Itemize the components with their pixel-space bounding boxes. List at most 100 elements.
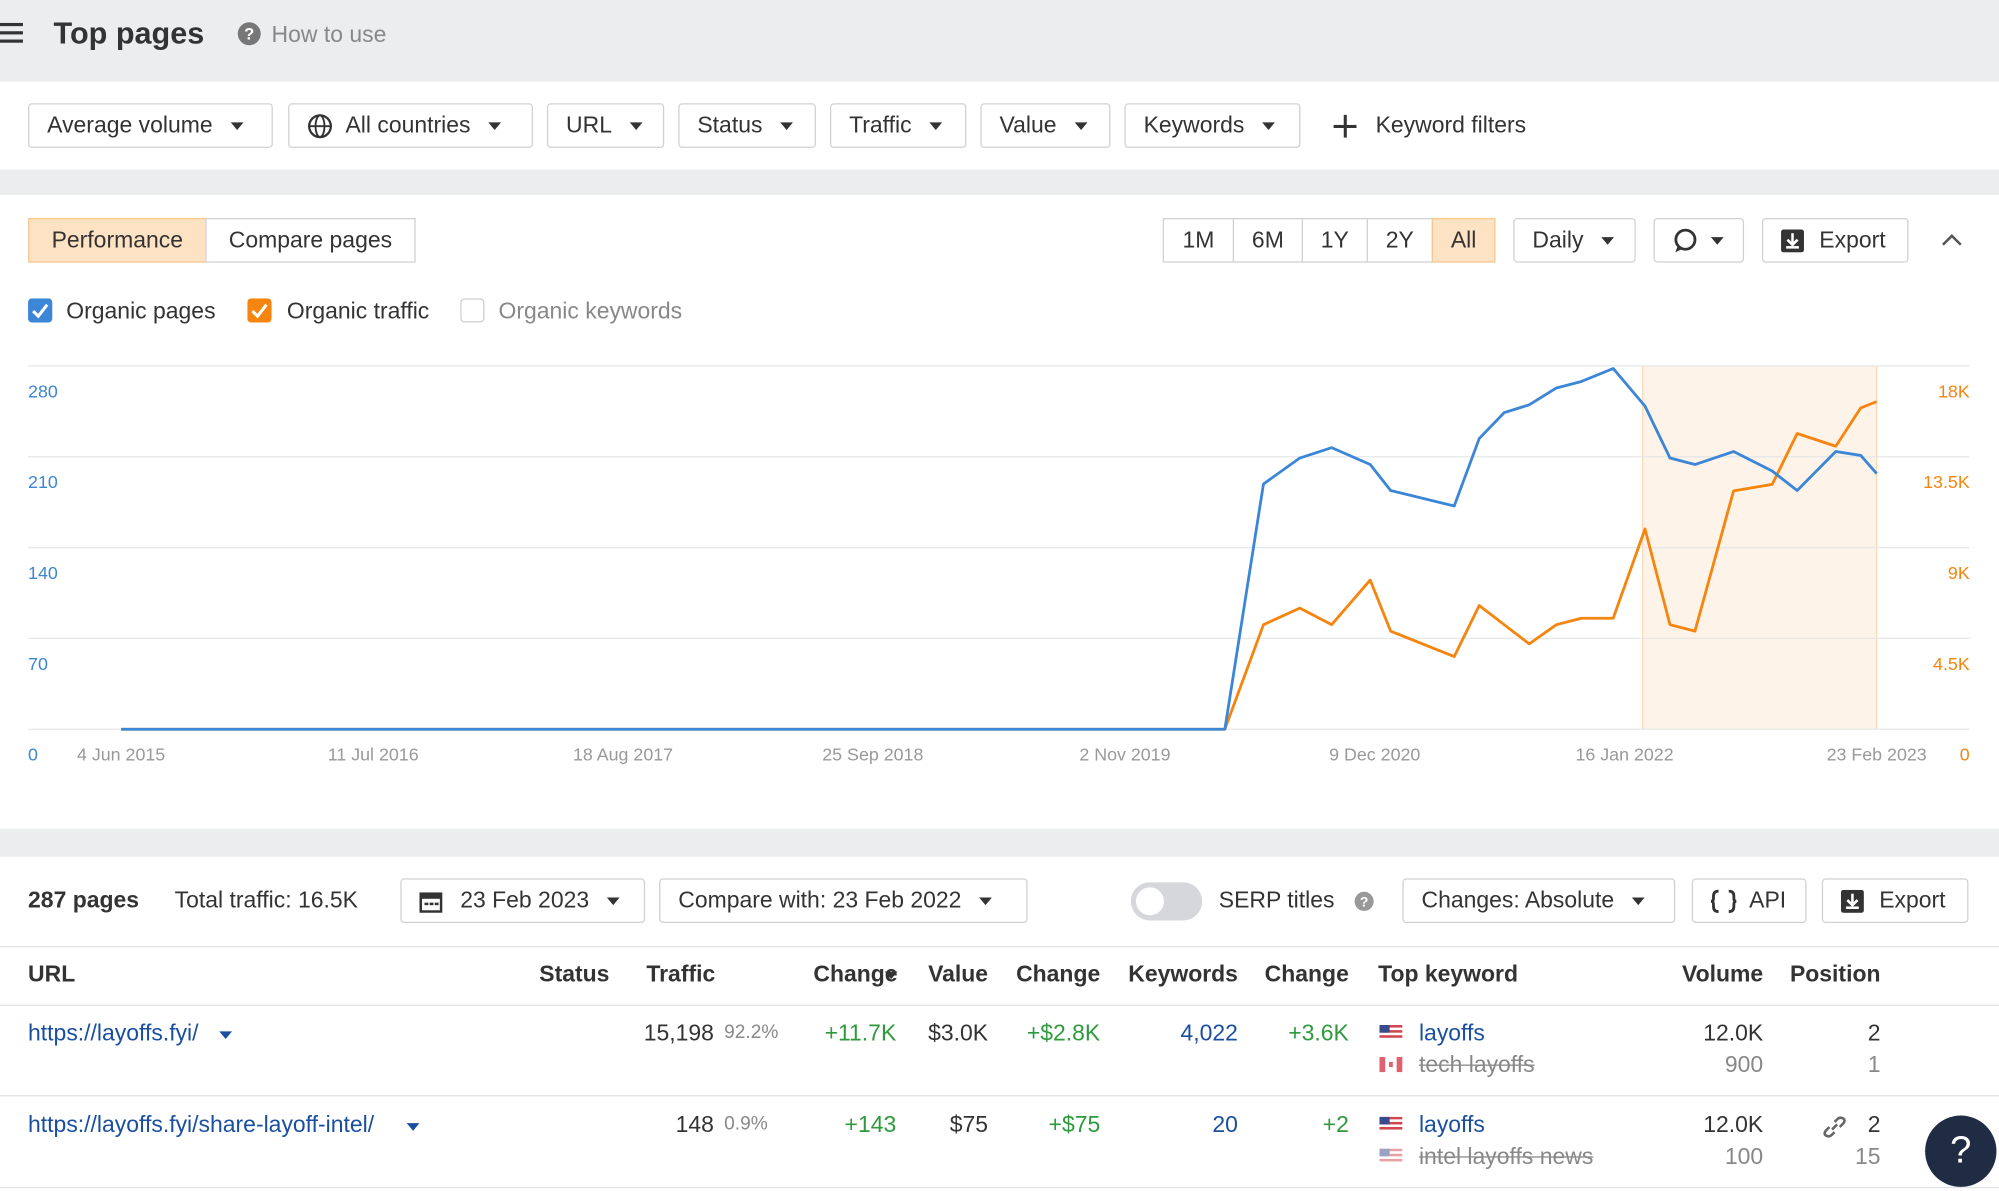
column-header: Keywords [1128,961,1238,987]
keywords-change: +2 [1322,1111,1349,1138]
compare-label: Compare with: 23 Feb 2022 [678,887,962,913]
tab[interactable]: Compare pages [205,218,416,263]
granularity-label: Daily [1532,226,1584,253]
column-header: URL [28,961,76,987]
y2-tick-label: 18K [1938,381,1970,401]
export-button[interactable]: Export [1821,878,1969,924]
tab[interactable]: Performance [28,218,207,263]
filter-label: All countries [345,112,471,138]
keywords[interactable]: 20 [1212,1111,1238,1138]
range-button[interactable]: 1Y [1301,218,1368,263]
filter-label: URL [566,112,612,138]
help-button[interactable]: ? [1925,1115,1997,1187]
secondary-keyword[interactable]: tech layoffs [1418,1051,1535,1078]
annotations-button[interactable] [1653,218,1745,263]
traffic: 15,198 [643,1019,714,1046]
filter-button[interactable]: Value [980,103,1111,148]
export-button[interactable]: Export [1761,218,1909,263]
y2-tick-label: 0 [1960,745,1970,765]
keywords[interactable]: 4,022 [1180,1019,1238,1046]
download-icon [1781,228,1804,252]
range-label: 6M [1251,226,1284,253]
value-change: +$2.8K [1026,1019,1101,1046]
y2-tick-label: 13.5K [1923,472,1970,492]
range-button[interactable]: 1M [1162,218,1235,263]
divider [0,1004,1999,1006]
range-button[interactable]: All [1431,218,1496,263]
api-button[interactable]: API [1691,878,1807,924]
filter-label: Traffic [849,112,912,138]
x-tick-label: 23 Feb 2023 [1827,745,1927,765]
column-header: Change [1264,961,1349,987]
filter-button[interactable]: Traffic [829,103,967,148]
flag-us [1379,1025,1403,1041]
column-header: Volume [1681,961,1764,987]
volume: 12.0K [1703,1111,1764,1138]
value: $75 [949,1111,989,1138]
value: $3.0K [928,1019,989,1046]
column-header: Position [1789,961,1881,987]
column-header[interactable]: Change [813,961,898,987]
keyword-filters[interactable]: Keyword filters [1375,112,1527,138]
legend-entry: Organic keywords [498,298,683,324]
volume: 100 [1724,1143,1764,1170]
url-menu[interactable] [406,1123,420,1131]
flag-ca [1379,1056,1403,1073]
series-line [121,400,1878,731]
x-tick-label: 4 Jun 2015 [77,745,165,765]
column-header: Top keyword [1378,961,1519,987]
changes-button[interactable]: Changes: Absolute [1402,878,1676,924]
range-button[interactable]: 2Y [1366,218,1433,263]
download-icon [1840,889,1864,913]
filter-button[interactable]: All countries [288,103,533,148]
help-link[interactable]: How to use [271,21,387,48]
range-label: 1Y [1320,226,1349,253]
url[interactable]: https://layoffs.fyi/ [28,1019,199,1046]
x-tick-label: 25 Sep 2018 [822,745,923,765]
help-icon: ? [237,22,261,46]
x-tick-label: 18 Aug 2017 [573,745,673,765]
menu-icon[interactable] [0,20,25,45]
legend-entry: Organic pages [66,298,216,324]
toggle[interactable] [1130,882,1203,921]
keywords-change: +3.6K [1288,1019,1349,1046]
plus-icon [1333,114,1357,138]
column-header: Status [539,961,610,987]
filter-button[interactable]: Keywords [1124,103,1301,148]
filter-button[interactable]: Status [678,103,816,148]
y-tick-label: 280 [28,381,58,401]
checkbox[interactable] [247,298,272,323]
filter-button[interactable]: URL [546,103,665,148]
divider [0,1186,1999,1189]
position: 2 [1867,1019,1881,1046]
export-label: Export [1879,887,1946,913]
range-button[interactable]: 6M [1232,218,1303,263]
api-icon [1710,889,1737,913]
traffic-share: 92.2% [724,1021,779,1043]
filter-button[interactable]: Average volume [28,103,273,148]
range-label: 2Y [1385,226,1414,253]
secondary-keyword[interactable]: intel layoffs news [1418,1143,1594,1170]
range-label: All [1450,226,1477,253]
collapse-icon[interactable] [1940,232,1963,247]
page-title: Top pages [53,16,205,51]
top-keyword[interactable]: layoffs [1418,1111,1485,1138]
total-traffic: Total traffic: 16.5K [174,887,358,913]
volume: 900 [1724,1051,1764,1078]
compare-button[interactable]: Compare with: 23 Feb 2022 [659,878,1028,924]
checkbox[interactable] [28,298,53,323]
column-header: Value [928,961,989,987]
divider [0,1095,1999,1097]
url-menu[interactable] [219,1031,233,1040]
tab-label: Performance [51,226,183,253]
date-button[interactable]: 23 Feb 2023 [400,878,646,924]
url[interactable]: https://layoffs.fyi/share-layoff-intel/ [28,1111,375,1138]
series-line [121,367,1878,731]
date-label: 23 Feb 2023 [460,887,590,913]
top-keyword[interactable]: layoffs [1418,1019,1485,1046]
y2-tick-label: 4.5K [1933,654,1970,674]
granularity-button[interactable]: Daily [1513,218,1636,263]
checkbox[interactable] [460,298,485,323]
